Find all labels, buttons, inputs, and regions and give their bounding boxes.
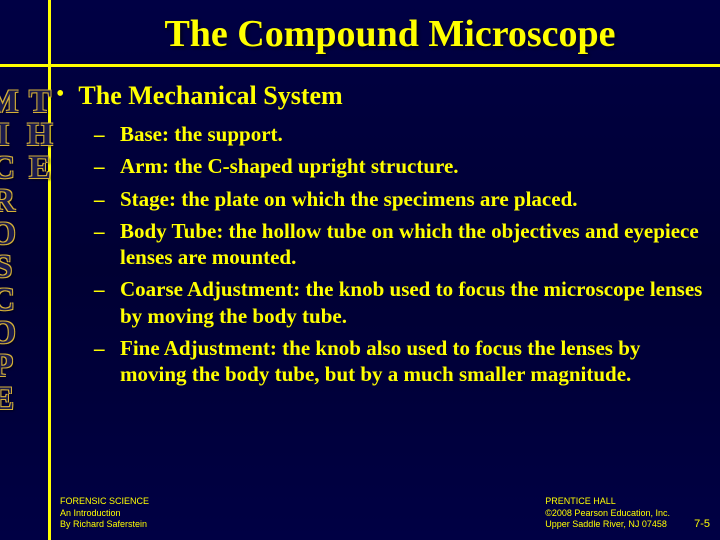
item-text: Coarse Adjustment: the knob used to focu… (120, 276, 706, 329)
bullet-icon: • (56, 80, 64, 109)
footer-right: PRENTICE HALL ©2008 Pearson Education, I… (545, 496, 670, 530)
content-area: • The Mechanical System – Base: the supp… (56, 80, 706, 393)
slide-title: The Compound Microscope (80, 12, 700, 56)
dash-icon: – (94, 153, 108, 179)
footer-left-line1: FORENSIC SCIENCE (60, 496, 149, 507)
heading-text: The Mechanical System (78, 80, 342, 111)
footer-left: FORENSIC SCIENCE An Introduction By Rich… (60, 496, 149, 530)
footer-right-line3: Upper Saddle River, NJ 07458 (545, 519, 670, 530)
item-text: Stage: the plate on which the specimens … (120, 186, 578, 212)
title-area: The Compound Microscope (80, 12, 700, 56)
list-item: – Body Tube: the hollow tube on which th… (94, 218, 706, 271)
items-list: – Base: the support. – Arm: the C-shaped… (94, 121, 706, 387)
footer-left-line2: An Introduction (60, 508, 149, 519)
item-text: Arm: the C-shaped upright structure. (120, 153, 459, 179)
item-text: Base: the support. (120, 121, 283, 147)
list-item: – Fine Adjustment: the knob also used to… (94, 335, 706, 388)
item-text: Fine Adjustment: the knob also used to f… (120, 335, 706, 388)
footer-left-line3: By Richard Saferstein (60, 519, 149, 530)
dash-icon: – (94, 121, 108, 147)
page-number: 7-5 (694, 518, 710, 530)
footer-right-line2: ©2008 Pearson Education, Inc. (545, 508, 670, 519)
item-text: Body Tube: the hollow tube on which the … (120, 218, 706, 271)
dash-icon: – (94, 276, 108, 302)
list-item: – Stage: the plate on which the specimen… (94, 186, 706, 212)
dash-icon: – (94, 335, 108, 361)
side-title: THE MICROSCOPE (0, 84, 46, 534)
heading-row: • The Mechanical System (56, 80, 706, 111)
side-title-text: THE MICROSCOPE (0, 84, 58, 534)
dash-icon: – (94, 218, 108, 244)
dash-icon: – (94, 186, 108, 212)
title-underline (0, 64, 720, 67)
list-item: – Base: the support. (94, 121, 706, 147)
footer-right-line1: PRENTICE HALL (545, 496, 670, 507)
list-item: – Coarse Adjustment: the knob used to fo… (94, 276, 706, 329)
list-item: – Arm: the C-shaped upright structure. (94, 153, 706, 179)
